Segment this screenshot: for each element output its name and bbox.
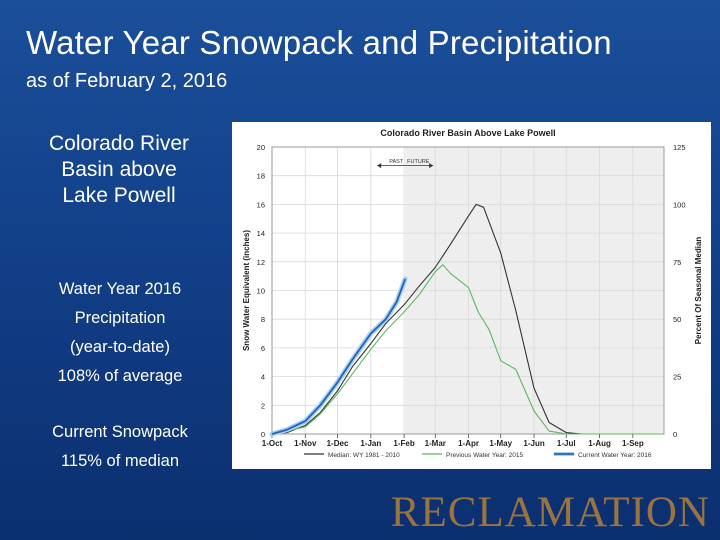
- plot-frame: [271, 146, 665, 435]
- x-tick-label: 1-Mar: [425, 439, 446, 448]
- y-tick-label: 0: [261, 430, 265, 439]
- previous-series-line: [271, 264, 664, 435]
- past-label: PAST: [389, 159, 404, 165]
- y-tick-label: 20: [257, 143, 265, 152]
- x-tick-label: 1-Apr: [458, 439, 479, 448]
- reclamation-logo: RECLAMATION: [390, 489, 710, 536]
- y-tick-label: 12: [257, 258, 265, 267]
- x-tick-label: 1-Jan: [360, 439, 381, 448]
- y2-tick-label: 100: [673, 200, 686, 209]
- y-axis-label: Snow Water Equivalent (inches): [242, 230, 251, 351]
- x-tick-label: 1-Dec: [327, 439, 349, 448]
- y-tick-label: 2: [261, 401, 265, 410]
- slide-title: Water Year Snowpack and Precipitation: [26, 24, 612, 61]
- chart-svg: 0 2 4 6 8 10 12 14 16 18 20 0 25 50 75 100 125 1-Oct 1-Nov…: [242, 128, 703, 459]
- x-tick-label: 1-Oct: [262, 439, 283, 448]
- y-tick-label: 4: [261, 373, 265, 382]
- x-tick-label: 1-Nov: [294, 439, 317, 448]
- slide-subtitle: as of February 2, 2016: [26, 70, 228, 92]
- y2-axis-label: Percent Of Seasonal Median: [694, 237, 703, 345]
- legend-label-current: Current Water Year: 2016: [578, 452, 652, 459]
- y2-tick-label: 25: [673, 373, 681, 382]
- future-arrowhead: [429, 163, 434, 169]
- past-arrowhead: [377, 163, 382, 169]
- x-tick-label: 1-May: [489, 439, 512, 448]
- y-tick-label: 18: [257, 172, 265, 181]
- y-tick-label: 14: [257, 229, 265, 238]
- legend-label-previous: Previous Water Year: 2015: [446, 452, 523, 459]
- y-tick-label: 16: [257, 200, 265, 209]
- basin-label: Colorado River Basin above Lake Powell: [48, 132, 190, 207]
- x-tick-label: 1-Jul: [557, 439, 576, 448]
- median-series-line: [271, 203, 664, 435]
- y2-tick-label: 0: [673, 430, 677, 439]
- precipitation-summary: Water Year 2016 Precipitation (year-to-d…: [57, 280, 183, 385]
- y2-tick-label: 50: [673, 315, 681, 324]
- snowpack-chart: 0 2 4 6 8 10 12 14 16 18 20 0 25 50 75 100 125 1-Oct 1-Nov…: [232, 122, 711, 469]
- snowpack-summary: Current Snowpack 115% of median: [52, 423, 188, 470]
- y2-tick-label: 125: [673, 143, 686, 152]
- y-tick-label: 10: [257, 287, 265, 296]
- current-series-line: [271, 278, 407, 435]
- x-tick-label: 1-Feb: [393, 439, 414, 448]
- x-tick-label: 1-Sep: [622, 439, 644, 448]
- x-tick-label: 1-Aug: [588, 439, 611, 448]
- chart-title: Colorado River Basin Above Lake Powell: [380, 128, 555, 138]
- y2-tick-label: 75: [673, 258, 681, 267]
- x-tick-label: 1-Jun: [523, 439, 544, 448]
- future-label: FUTURE: [407, 159, 430, 165]
- y-tick-label: 6: [261, 344, 265, 353]
- legend-label-median: Median: WY 1981 - 2010: [328, 452, 400, 459]
- y-tick-label: 8: [261, 315, 265, 324]
